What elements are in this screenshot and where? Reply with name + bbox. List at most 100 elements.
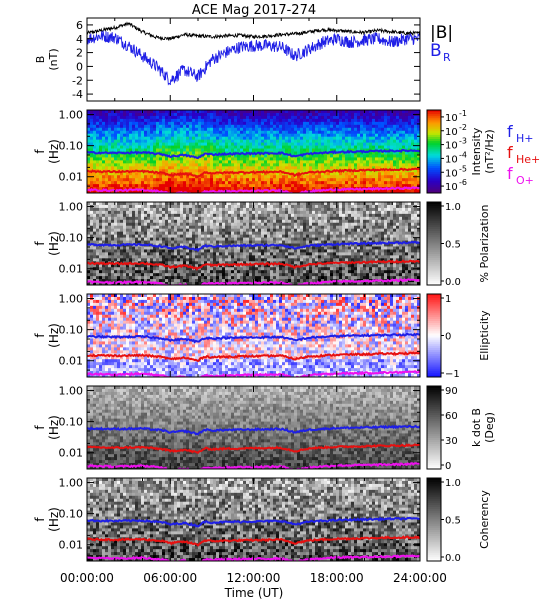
spectrogram-cell — [159, 222, 163, 227]
spectrogram-cell — [297, 110, 301, 114]
spectrogram-cell — [105, 136, 109, 141]
spectrogram-cell — [180, 151, 184, 155]
spectrogram-cell — [267, 115, 271, 120]
spectrogram-cell — [276, 115, 280, 120]
spectrogram-cell — [267, 237, 271, 241]
spectrogram-cell — [171, 118, 175, 123]
spectrogram-cell — [270, 130, 274, 135]
spectrogram-cell — [336, 160, 340, 164]
spectrogram-cell — [378, 175, 382, 179]
spectrogram-cell — [183, 258, 187, 262]
spectrogram-cell — [147, 273, 151, 277]
spectrogram-cell — [162, 160, 166, 164]
spectrogram-cell — [396, 190, 400, 194]
spectrogram-cell — [114, 136, 118, 141]
spectrogram-cell — [90, 276, 94, 280]
spectrogram-cell — [147, 142, 151, 146]
spectrogram-cell — [294, 166, 298, 170]
spectrogram-cell — [294, 175, 298, 179]
spectrogram-cell — [198, 240, 202, 244]
spectrogram-cell — [219, 184, 223, 188]
spectrogram-cell — [375, 110, 379, 114]
spectrogram-cell — [303, 145, 307, 149]
spectrogram-cell — [177, 118, 181, 123]
spectrogram-cell — [189, 213, 193, 218]
spectrogram-cell — [156, 184, 160, 188]
spectrogram-cell — [219, 231, 223, 235]
spectrogram-cell — [147, 163, 151, 167]
spectrogram-cell — [213, 139, 217, 143]
spectrogram-cell — [201, 240, 205, 244]
spectrogram-cell — [165, 163, 169, 167]
spectrogram-cell — [189, 148, 193, 152]
spectrogram-cell — [204, 166, 208, 170]
spectrogram-cell — [204, 216, 208, 221]
spectrogram-cell — [216, 249, 220, 253]
spectrogram-cell — [123, 121, 127, 126]
spectrogram-cell — [171, 270, 175, 274]
spectrogram-cell — [147, 166, 151, 170]
spectrogram-cell — [183, 202, 187, 206]
spectrogram-cell — [144, 142, 148, 146]
spectrogram-cell — [345, 145, 349, 149]
spectrogram-cell — [273, 166, 277, 170]
spectrogram-cell — [273, 157, 277, 161]
spectrogram-cells — [87, 110, 421, 194]
spectrogram-cell — [246, 178, 250, 182]
spectrogram-cell — [141, 118, 145, 123]
spectrogram-cell — [171, 216, 175, 221]
spectrogram-cell — [117, 267, 121, 271]
spectrogram-cell — [180, 222, 184, 227]
spectrogram-cell — [321, 184, 325, 188]
spectrogram-cell — [327, 163, 331, 167]
spectrogram-cell — [348, 151, 352, 155]
spectrogram-cell — [219, 222, 223, 227]
spectrogram-cell — [105, 157, 109, 161]
spectrogram-cell — [189, 243, 193, 247]
spectrogram-cell — [372, 124, 376, 129]
spectrogram-cell — [405, 124, 409, 129]
spectrogram-cell — [417, 145, 421, 149]
spectrogram-cell — [249, 219, 253, 224]
spectrogram-cell — [300, 110, 304, 114]
spectrogram-cell — [249, 258, 253, 262]
spectrogram-cell — [228, 202, 232, 206]
spectrogram-cell — [351, 136, 355, 141]
spectrogram-cell — [384, 118, 388, 123]
spectrogram-cell — [138, 202, 142, 206]
spectrogram-cell — [168, 130, 172, 135]
spectrogram-cell — [390, 118, 394, 123]
spectrogram-cell — [342, 145, 346, 149]
spectrogram-cell — [153, 279, 157, 283]
spectrogram-cell — [300, 121, 304, 126]
spectrogram-cell — [126, 187, 130, 191]
spectrogram-cell — [216, 276, 220, 280]
spectrogram-cell — [330, 133, 334, 138]
spectrogram-cell — [114, 166, 118, 170]
spectrogram-cell — [219, 249, 223, 253]
legend-gyrofreq: f — [507, 143, 513, 162]
spectrogram-cell — [186, 204, 190, 209]
spectrogram-cell — [315, 142, 319, 146]
spectrogram-cell — [90, 246, 94, 250]
spectrogram-cell — [345, 142, 349, 146]
spectrogram-cell — [390, 166, 394, 170]
spectrogram-cell — [99, 252, 103, 256]
spectrogram-cell — [165, 127, 169, 132]
spectrogram-cell — [273, 273, 277, 277]
spectrogram-cell — [393, 130, 397, 135]
spectrogram-cell — [129, 160, 133, 164]
spectrogram-cell — [141, 213, 145, 218]
spectrogram-cell — [117, 110, 121, 114]
spectrogram-cell — [141, 139, 145, 143]
spectrogram-cell — [228, 142, 232, 146]
spectrogram-cell — [183, 231, 187, 235]
y-tick-label: 1.00 — [59, 109, 84, 122]
spectrogram-cell — [246, 252, 250, 256]
spectrogram-cell — [147, 178, 151, 182]
spectrogram-cell — [237, 175, 241, 179]
spectrogram-cell — [213, 130, 217, 135]
spectrogram-cell — [147, 154, 151, 158]
spectrogram-cell — [354, 154, 358, 158]
spectrogram-cell — [186, 175, 190, 179]
